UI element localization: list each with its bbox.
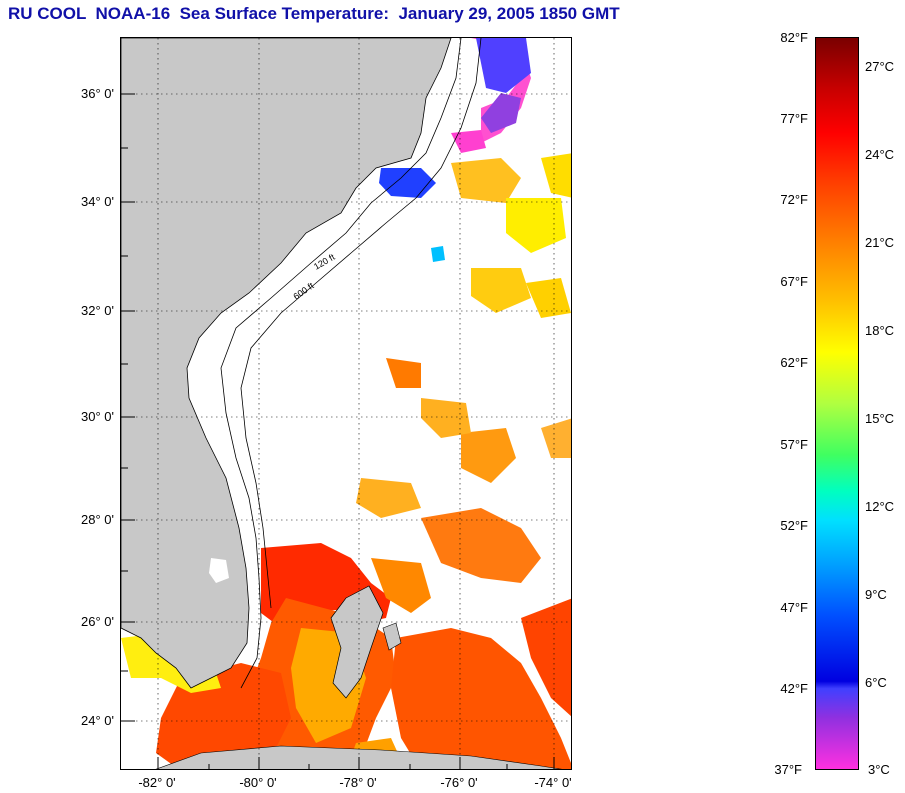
colorbar-f-37: 37°F (774, 762, 802, 777)
lat-label-36: 36° 0' (81, 86, 114, 101)
lat-label-34: 34° 0' (81, 194, 114, 209)
colorbar-c-27: 27°C (865, 59, 895, 74)
colorbar-c-24: 24°C (865, 147, 895, 162)
lat-label-32: 32° 0' (81, 303, 114, 318)
colorbar-f-72: 72°F (780, 192, 808, 207)
colorbar-f-77: 77°F (780, 111, 808, 126)
lat-label-30: 30° 0' (81, 409, 114, 424)
colorbar-c-18: 18°C (865, 323, 895, 338)
colorbar-c-12: 12°C (865, 499, 895, 514)
axis-ticks (121, 93, 555, 769)
lat-label-26: 26° 0' (81, 614, 114, 629)
colorbar-f-47: 47°F (780, 600, 808, 615)
lon-label-74: -74° 0' (534, 775, 572, 790)
lat-label-28: 28° 0' (81, 512, 114, 527)
colorbar-f-57: 57°F (780, 437, 808, 452)
colorbar-c-3: 3°C (868, 762, 890, 777)
lon-label-82: -82° 0' (138, 775, 176, 790)
colorbar-f-42: 42°F (780, 681, 808, 696)
sst-map: 600 ft 120 ft (120, 37, 572, 770)
colorbar-c-15: 15°C (865, 411, 895, 426)
temperature-colorbar (815, 37, 859, 770)
lon-label-76: -76° 0' (440, 775, 478, 790)
graticule (121, 38, 571, 769)
colorbar-c-9: 9°C (865, 587, 887, 602)
lon-label-80: -80° 0' (239, 775, 277, 790)
colorbar-f-67: 67°F (780, 274, 808, 289)
colorbar-c-21: 21°C (865, 235, 895, 250)
map-title: RU COOL NOAA-16 Sea Surface Temperature:… (8, 4, 620, 23)
contour-label-600: 600 ft (291, 280, 316, 301)
land-mass (121, 38, 563, 769)
colorbar-f-52: 52°F (780, 518, 808, 533)
lon-label-78: -78° 0' (339, 775, 377, 790)
colorbar-f-62: 62°F (780, 355, 808, 370)
colorbar-c-6: 6°C (865, 675, 887, 690)
lat-label-24: 24° 0' (81, 713, 114, 728)
colorbar-f-82: 82°F (780, 30, 808, 45)
